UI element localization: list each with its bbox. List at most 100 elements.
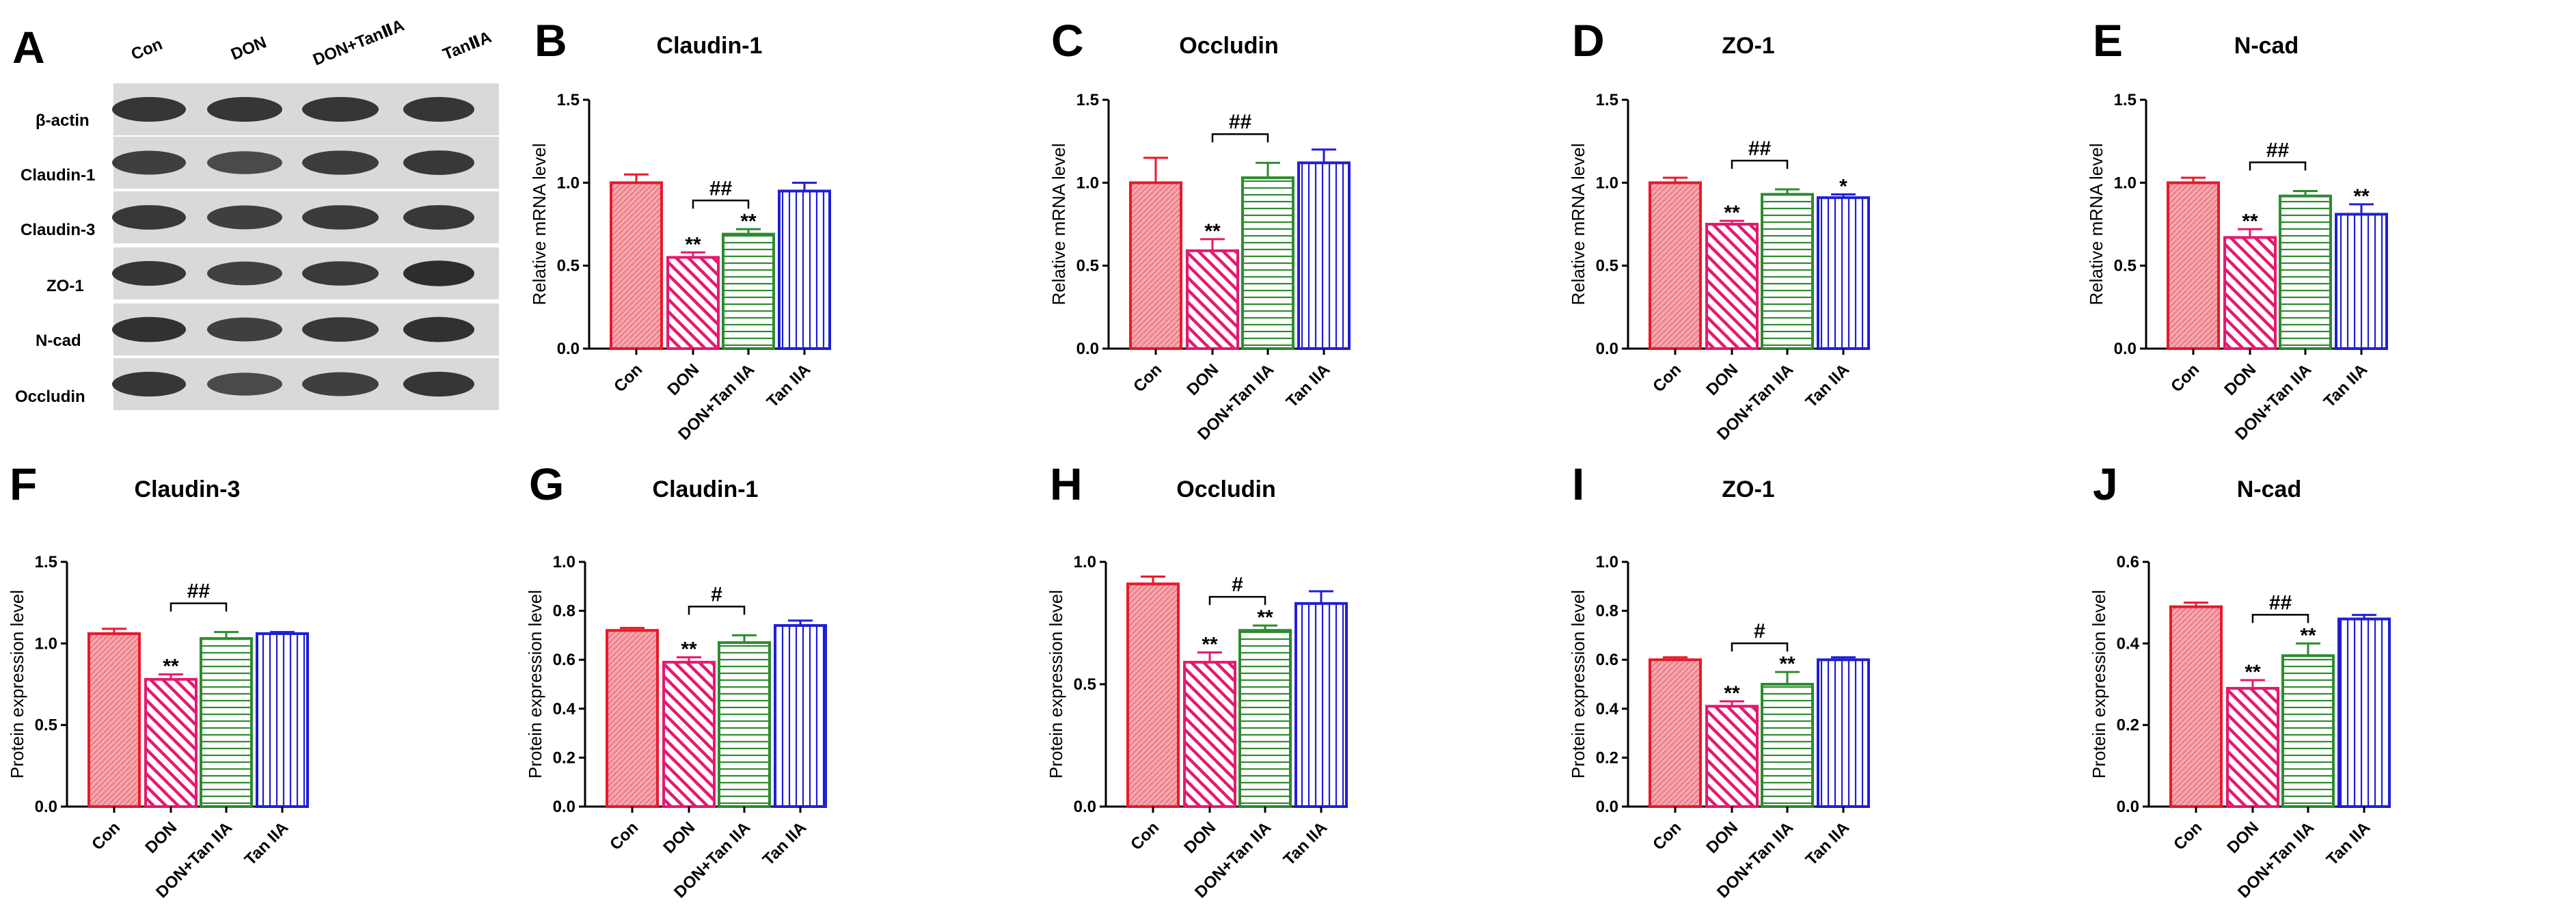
y-tick-label: 0.5 [1076,257,1099,275]
blot-band [207,151,282,174]
y-tick-label: 0.2 [553,748,575,767]
x-tick-label: Con [1649,360,1685,396]
chart-d: D ZO-1 Relative mRNA level 0.0 0.5 1.0 1.5 Con D… [1568,15,1870,444]
y-tick-label: 0.2 [1596,748,1618,767]
bar-don-tan-iia [1241,176,1294,351]
x-tick-label: Con [1649,818,1685,854]
bar-con [87,632,141,808]
significance-marker: ** [1724,682,1740,705]
blot-row-label: β-actin [36,111,90,130]
significance-marker: * [1839,175,1847,198]
blot-band [207,96,282,122]
chart-e: E N-cad Relative mRNA level 0.0 0.5 1.0 1.5 Con… [2086,15,2388,444]
bar-don [662,660,716,809]
blot-band [112,316,186,342]
bar-don-tan-iia [2281,654,2335,808]
bar-don [2223,236,2277,350]
x-tick-label: Tan IIA [1283,360,1333,411]
panel-label-f: F [10,459,37,509]
y-tick-label: 0.5 [557,257,580,275]
x-tick-label: DON [1703,818,1741,857]
bar-tan-iia [1294,602,1348,808]
x-tick-label: Tan IIA [1280,818,1331,869]
y-tick-label: 1.5 [2114,91,2137,109]
blot-band [112,150,186,175]
bar-tan-iia [2335,213,2388,350]
chart-f: F Claudin-3 Protein expression level 0.0 0.5… [7,459,309,902]
blot-row-label: Claudin-3 [21,221,95,239]
comparison-bracket [688,606,746,615]
y-tick-label: 0.0 [553,798,575,816]
x-tick-label: Tan IIA [241,818,292,869]
y-tick-label: 0.0 [35,798,57,816]
panel-label-d: D [1572,15,1605,66]
bar-don [144,677,198,809]
bar-don-tan-iia [1761,193,1814,350]
bracket-significance: ## [2266,139,2290,161]
y-tick-label: 0.8 [1596,602,1618,621]
significance-marker: ** [685,233,701,256]
bar-con [606,629,659,808]
chart-title: ZO-1 [1722,476,1774,502]
bar-don [1705,223,1759,350]
panel-label-g: G [529,459,564,509]
x-tick-label: DON [1180,818,1219,857]
x-tick-label: DON [664,360,703,399]
x-tick-label: Con [2170,818,2206,854]
y-tick-label: 0.0 [557,340,580,358]
y-tick-label: 1.5 [35,553,57,571]
x-tick-label: Tan IIA [2320,360,2371,411]
panel-label-c: C [1051,15,1084,66]
x-tick-label: Con [1127,818,1163,854]
bar-con [1649,181,1702,351]
blot-band [403,96,474,122]
y-tick-label: 0.4 [1596,700,1619,718]
blot-band [302,261,379,286]
y-axis-label: Relative mRNA level [2086,144,2106,306]
blot-band [302,96,379,122]
chart-b: B Claudin-1 Relative mRNA level 0.0 0.5 1.0 1.… [529,15,831,444]
y-tick-label: 0.2 [2117,716,2139,735]
chart-title: Occludin [1176,476,1275,502]
y-tick-label: 0.5 [1596,257,1618,275]
bar-tan-iia [2337,617,2391,808]
x-tick-label: Tan IIA [759,818,810,869]
x-tick-label: Tan IIA [1802,818,1853,869]
x-tick-label: DON [1703,360,1741,399]
blot-band [112,96,186,122]
bar-don-tan-iia [722,232,775,350]
blot-column-don: DON [228,33,269,64]
y-tick-label: 0.5 [1074,675,1096,694]
blot-column-con: Con [128,35,165,64]
y-tick-label: 0.4 [2117,634,2140,653]
bar-con [610,181,663,351]
chart-h: H Occludin Protein expression level 0.0 0.5 1… [1046,459,1348,902]
significance-marker: ** [681,638,697,661]
comparison-bracket [1731,159,1789,170]
bar-con [2169,605,2223,809]
y-tick-label: 1.0 [35,634,57,653]
y-tick-label: 0.5 [2114,257,2137,275]
bracket-significance: # [1754,620,1765,643]
bar-con [2167,181,2220,351]
western-blot-panel: A Con DON DON+TanⅡA TanⅡA β-actin Claudi… [12,16,499,410]
y-tick-label: 0.0 [2114,340,2137,358]
y-tick-label: 1.0 [553,553,575,571]
y-tick-label: 1.5 [557,91,580,109]
blot-band [112,260,186,286]
significance-marker: ** [1724,202,1740,224]
x-tick-label: Con [610,360,646,396]
bracket-significance: ## [709,177,733,200]
blot-band [403,371,474,397]
chart-c: C Occludin Relative mRNA level 0.0 0.5 1.0 1.5… [1048,15,1351,444]
y-axis-label: Protein expression level [525,590,545,779]
y-axis-label: Protein expression level [1568,590,1588,779]
blot-row-label: Occludin [15,388,85,406]
bar-don-tan-iia [1238,629,1292,808]
significance-marker: ** [1202,633,1218,656]
y-tick-label: 1.0 [1076,174,1099,192]
comparison-bracket [692,200,750,209]
y-axis-label: Protein expression level [1046,590,1066,779]
blot-band [207,317,282,342]
